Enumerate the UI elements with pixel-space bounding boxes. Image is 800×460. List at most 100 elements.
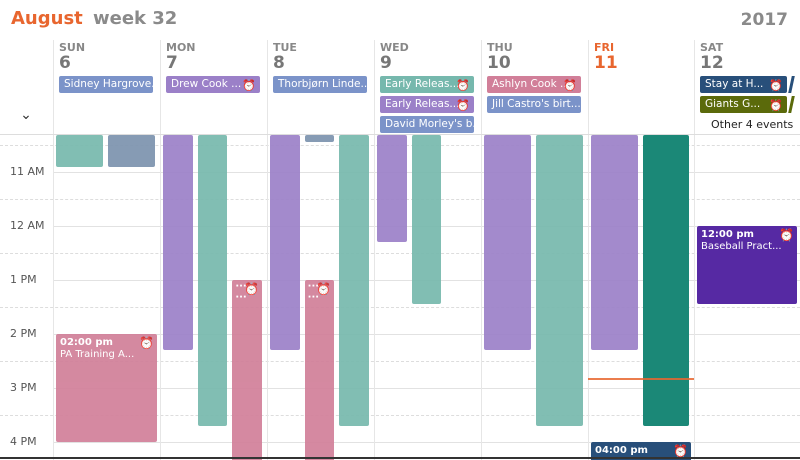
allday-event-label: Drew Cook ... xyxy=(171,78,242,90)
allday-event[interactable]: Giants G... ⏰ xyxy=(700,96,787,113)
day-header-sun[interactable]: SUN 6 Sidney Hargrove... xyxy=(53,40,161,134)
allday-event[interactable]: Stay at H... ⏰ xyxy=(700,76,787,93)
time-grid[interactable]: 11 AM 12 AM 1 PM 2 PM 3 PM 4 PM 02:00 pm PA Tra… xyxy=(0,134,800,460)
calendar-event[interactable] xyxy=(56,135,103,167)
allday-event-label: Sidney Hargrove... xyxy=(64,78,153,90)
day-name: TUE xyxy=(273,41,297,54)
day-header-fri[interactable]: FRI 11 xyxy=(588,40,695,134)
day-header-tue[interactable]: TUE 8 Thorbjørn Linde... xyxy=(267,40,375,134)
calendar-event[interactable] xyxy=(163,135,193,351)
half-hour-line xyxy=(0,360,800,362)
event-truncated-text: ··· xyxy=(235,291,247,303)
calendar-event[interactable]: ··· ··· ⏰ xyxy=(304,279,335,460)
day-number: 11 xyxy=(594,53,618,73)
time-label: 11 AM xyxy=(10,164,45,178)
allday-event[interactable]: Ashlyn Cook ... ⏰ xyxy=(487,76,581,93)
day-name: WED xyxy=(380,41,409,54)
event-time: 02:00 pm xyxy=(60,336,113,348)
calendar-event[interactable] xyxy=(197,135,228,426)
allday-event[interactable]: Sidney Hargrove... xyxy=(59,76,153,93)
day-divider xyxy=(588,135,589,460)
chevron-down-icon[interactable]: ⌄ xyxy=(20,107,32,123)
day-number: 9 xyxy=(380,53,392,73)
alarm-clock-icon: ⏰ xyxy=(456,79,470,92)
month-title[interactable]: August xyxy=(11,8,83,29)
day-number: 8 xyxy=(273,53,285,73)
calendar-event[interactable] xyxy=(108,135,155,167)
current-time-indicator xyxy=(588,378,694,381)
calendar-event[interactable] xyxy=(377,135,407,243)
allday-event[interactable]: Early Releas... ⏰ xyxy=(380,96,474,113)
half-hour-line xyxy=(0,306,800,308)
event-truncated-text: ··· xyxy=(235,280,247,292)
allday-event-label: Jill Castro's birt... xyxy=(492,98,581,110)
allday-event-label: Early Releas... xyxy=(385,98,460,110)
day-divider xyxy=(481,135,482,460)
day-name: THU xyxy=(487,41,513,54)
calendar-event[interactable] xyxy=(536,135,583,426)
day-name: MON xyxy=(166,41,196,54)
alarm-clock-icon: ⏰ xyxy=(244,281,259,296)
day-number: 7 xyxy=(166,53,178,73)
alarm-clock-icon: ⏰ xyxy=(139,335,154,350)
allday-event[interactable]: David Morley's b... xyxy=(380,116,474,133)
event-truncated-text: ··· xyxy=(307,280,320,292)
other-events-link[interactable]: Other 4 events xyxy=(711,118,794,131)
time-label: 12 AM xyxy=(10,218,45,232)
alarm-clock-icon: ⏰ xyxy=(779,227,794,242)
calendar-event[interactable]: 12:00 pm Baseball Pract... ⏰ xyxy=(697,225,797,305)
calendar-event[interactable] xyxy=(304,135,335,143)
hour-line xyxy=(53,387,800,389)
calendar-event[interactable] xyxy=(642,135,689,426)
alarm-clock-icon: ⏰ xyxy=(673,443,688,458)
day-number: 6 xyxy=(59,53,71,73)
allday-event[interactable]: Thorbjørn Linde... xyxy=(273,76,367,93)
calendar-event[interactable]: 04:00 pm ⏰ xyxy=(591,441,691,460)
day-divider xyxy=(160,135,161,460)
calendar-event[interactable] xyxy=(270,135,300,351)
time-label: 1 PM xyxy=(10,272,37,286)
hour-line xyxy=(53,333,800,335)
allday-event[interactable]: Jill Castro's birt... xyxy=(487,96,581,113)
event-title: PA Training A... xyxy=(60,348,135,360)
day-name: FRI xyxy=(594,41,615,54)
time-label: 4 PM xyxy=(10,434,37,448)
day-number: 12 xyxy=(700,53,724,73)
half-hour-line xyxy=(0,252,800,254)
day-header-wed[interactable]: WED 9 Early Releas... ⏰ Early Releas... ⏰ Davi… xyxy=(374,40,482,134)
alarm-clock-icon: ⏰ xyxy=(769,99,783,112)
calendar-event[interactable]: ··· ··· ⏰ xyxy=(232,279,262,460)
event-time: 04:00 pm xyxy=(595,444,648,456)
alarm-clock-icon: ⏰ xyxy=(563,79,577,92)
allday-event-label: Early Releas... xyxy=(385,78,460,90)
calendar-event[interactable] xyxy=(411,135,442,305)
day-number: 10 xyxy=(487,53,511,73)
day-name: SUN xyxy=(59,41,86,54)
overflow-indicator xyxy=(788,76,795,93)
time-label: 2 PM xyxy=(10,326,37,340)
event-time: 12:00 pm xyxy=(701,228,754,240)
bottom-border xyxy=(0,457,800,459)
allday-event[interactable]: Early Releas... ⏰ xyxy=(380,76,474,93)
calendar-event[interactable] xyxy=(591,135,638,351)
day-header-sat[interactable]: SAT 12 Stay at H... ⏰ Giants G... ⏰ Other 4 ev… xyxy=(694,40,800,134)
allday-event-label: Stay at H... xyxy=(705,78,764,90)
calendar-event[interactable] xyxy=(484,135,531,351)
calendar-event[interactable] xyxy=(339,135,369,426)
calendar-event[interactable]: 02:00 pm PA Training A... ⏰ xyxy=(56,333,157,442)
day-header-thu[interactable]: THU 10 Ashlyn Cook ... ⏰ Jill Castro's birt.… xyxy=(481,40,589,134)
event-truncated-text: ··· xyxy=(307,291,320,303)
half-hour-line xyxy=(0,414,800,416)
day-header-mon[interactable]: MON 7 Drew Cook ... ⏰ xyxy=(160,40,268,134)
day-divider xyxy=(267,135,268,460)
alarm-clock-icon: ⏰ xyxy=(769,79,783,92)
day-divider xyxy=(53,135,54,460)
allday-event-label: Ashlyn Cook ... xyxy=(492,78,571,90)
time-label: 3 PM xyxy=(10,380,37,394)
day-name: SAT xyxy=(700,41,724,54)
allday-event-label: Giants G... xyxy=(705,98,761,110)
allday-event-label: David Morley's b... xyxy=(385,118,474,130)
alarm-clock-icon: ⏰ xyxy=(242,79,256,92)
allday-event[interactable]: Drew Cook ... ⏰ xyxy=(166,76,260,93)
day-divider xyxy=(694,135,695,460)
